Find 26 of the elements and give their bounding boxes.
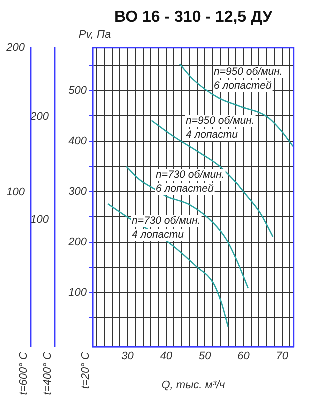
line-series: [179, 64, 294, 148]
y2-tick-label: 200: [30, 111, 50, 124]
y-tick-label: 500: [68, 84, 88, 97]
series-label: n=950 об/мин. 6 лопастей: [214, 66, 283, 92]
y-tick-label: 100: [68, 287, 88, 300]
y2-tick-label: 100: [30, 214, 50, 226]
series-label: n=730 об/мин. 6 лопастей: [156, 169, 225, 195]
y3-axis-title: t=600° C: [18, 352, 30, 396]
x-tick-label: 50: [198, 350, 212, 363]
x-axis-title: Q, тыс. м³/ч: [162, 379, 226, 392]
y2-axis-title: t=400° C: [42, 352, 54, 396]
y-tick-label: 300: [68, 186, 88, 198]
line-series: [126, 166, 250, 290]
x-tick-label: 70: [276, 350, 290, 363]
x-tick-label: 40: [160, 350, 174, 363]
x-tick-label: 60: [238, 350, 251, 363]
chart-title: ВО 16 - 310 - 12,5 ДУ: [114, 9, 274, 26]
y-tick-label: 400: [68, 136, 88, 148]
series-label: n=950 об/мин. 4 лопасти: [186, 115, 255, 141]
series-label: n=730 об/мин. 4 лопасти: [132, 215, 201, 241]
x-tick-label: 30: [122, 350, 135, 363]
y-tick-label: 200: [68, 236, 88, 249]
y-axis-title: Pv, Па: [78, 29, 112, 41]
y3-tick-label: 100: [6, 186, 26, 199]
text: t=20° C: [80, 352, 92, 390]
y3-tick-label: 200: [6, 42, 26, 54]
